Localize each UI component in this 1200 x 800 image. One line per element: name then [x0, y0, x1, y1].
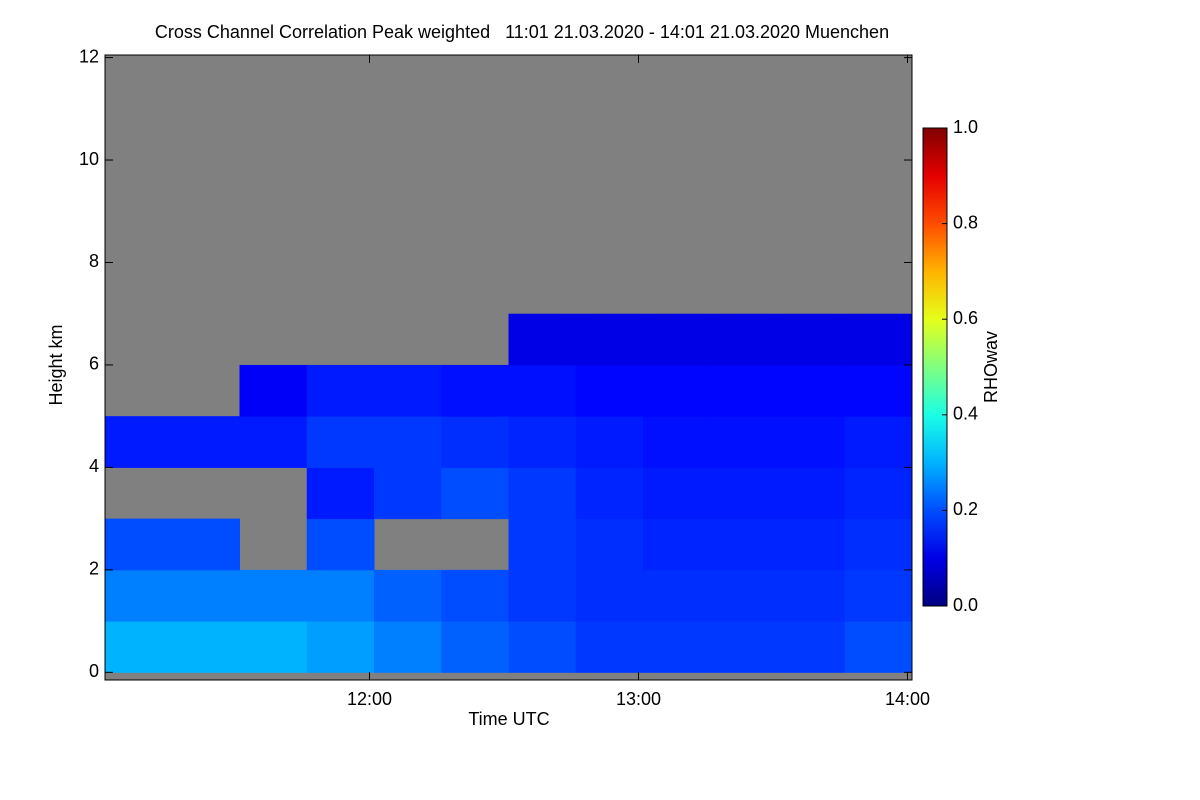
heat-cell [172, 621, 240, 673]
colorbar-tick-label: 0.6 [953, 308, 978, 328]
heat-cell [306, 621, 375, 673]
heat-cell [643, 621, 711, 673]
heat-cell [643, 569, 711, 622]
heat-cell [306, 569, 375, 622]
heat-cell [441, 621, 509, 673]
heat-cell [105, 569, 173, 622]
heat-cell [777, 621, 846, 673]
heat-cell [643, 364, 711, 417]
heat-cell [575, 621, 644, 673]
heat-cell [710, 518, 778, 571]
heat-cell [844, 467, 913, 520]
heat-cell [172, 569, 240, 622]
heat-cell [777, 313, 846, 366]
heat-cell [844, 518, 913, 571]
heat-cell [575, 313, 644, 366]
y-axis-label: Height km [46, 324, 66, 405]
heat-cell [508, 467, 577, 520]
chart-title: Cross Channel Correlation Peak weighted … [155, 22, 889, 42]
colorbar-tick-label: 0.4 [953, 404, 978, 424]
heat-cell [441, 416, 509, 468]
heat-cell [374, 364, 442, 417]
heat-cell [710, 364, 778, 417]
heat-cell [105, 621, 173, 673]
x-tick-label: 14:00 [885, 689, 930, 709]
colorbar [922, 127, 948, 607]
y-tick-label: 6 [89, 354, 99, 374]
heat-cell [239, 416, 308, 468]
heat-cell [441, 364, 509, 417]
y-tick-label: 0 [89, 661, 99, 681]
heat-cell [508, 621, 577, 673]
heat-cell [844, 416, 913, 468]
y-tick-label: 4 [89, 456, 99, 476]
heat-cell [172, 518, 240, 571]
heat-cell [777, 467, 846, 520]
plot-frame [104, 54, 913, 681]
heat-cell [508, 569, 577, 622]
x-axis-label: Time UTC [468, 709, 549, 729]
heat-cell [575, 467, 644, 520]
y-tick-label: 12 [79, 46, 99, 66]
heat-cell [710, 467, 778, 520]
heat-cell [105, 518, 173, 571]
heat-cell [306, 518, 375, 571]
heat-cell [710, 313, 778, 366]
heat-cell [508, 313, 577, 366]
heat-cell [710, 416, 778, 468]
y-tick-label: 8 [89, 251, 99, 271]
heat-cell [105, 416, 173, 468]
heat-cell [575, 569, 644, 622]
heat-cell [508, 364, 577, 417]
colorbar-tick-label: 0.0 [953, 595, 978, 615]
heat-cell [643, 416, 711, 468]
colorbar-tick-label: 0.8 [953, 212, 978, 232]
heat-cell [844, 569, 913, 622]
y-tick-label: 2 [89, 559, 99, 579]
heat-cell [777, 569, 846, 622]
heat-cell [239, 569, 308, 622]
heat-cell [508, 416, 577, 468]
heat-cell [441, 467, 509, 520]
heat-cell [306, 416, 375, 468]
x-tick-label: 13:00 [616, 689, 661, 709]
heat-cell [374, 416, 442, 468]
heat-cell [643, 467, 711, 520]
heat-cell [575, 518, 644, 571]
heat-cell [844, 313, 913, 366]
y-tick-label: 10 [79, 149, 99, 169]
colorbar-label: RHOwav [981, 331, 1001, 403]
heat-cell [777, 518, 846, 571]
heat-cell [508, 518, 577, 571]
heat-cell [306, 467, 375, 520]
heat-cell [374, 467, 442, 520]
heat-cell [239, 364, 308, 417]
heat-cell [441, 569, 509, 622]
heat-cell [777, 364, 846, 417]
heat-cell [844, 621, 913, 673]
heat-cell [374, 621, 442, 673]
heat-cell [172, 416, 240, 468]
heat-cell [575, 364, 644, 417]
heat-cell [306, 364, 375, 417]
heat-cell [575, 416, 644, 468]
heat-cell [643, 518, 711, 571]
heat-cell [239, 621, 308, 673]
colorbar-tick-label: 1.0 [953, 117, 978, 137]
heat-cell [643, 313, 711, 366]
heat-cell [777, 416, 846, 468]
heat-cell [374, 569, 442, 622]
heat-cell [844, 364, 913, 417]
colorbar-tick-label: 0.2 [953, 499, 978, 519]
x-tick-label: 12:00 [347, 689, 392, 709]
heat-cell [710, 569, 778, 622]
heat-cell [710, 621, 778, 673]
